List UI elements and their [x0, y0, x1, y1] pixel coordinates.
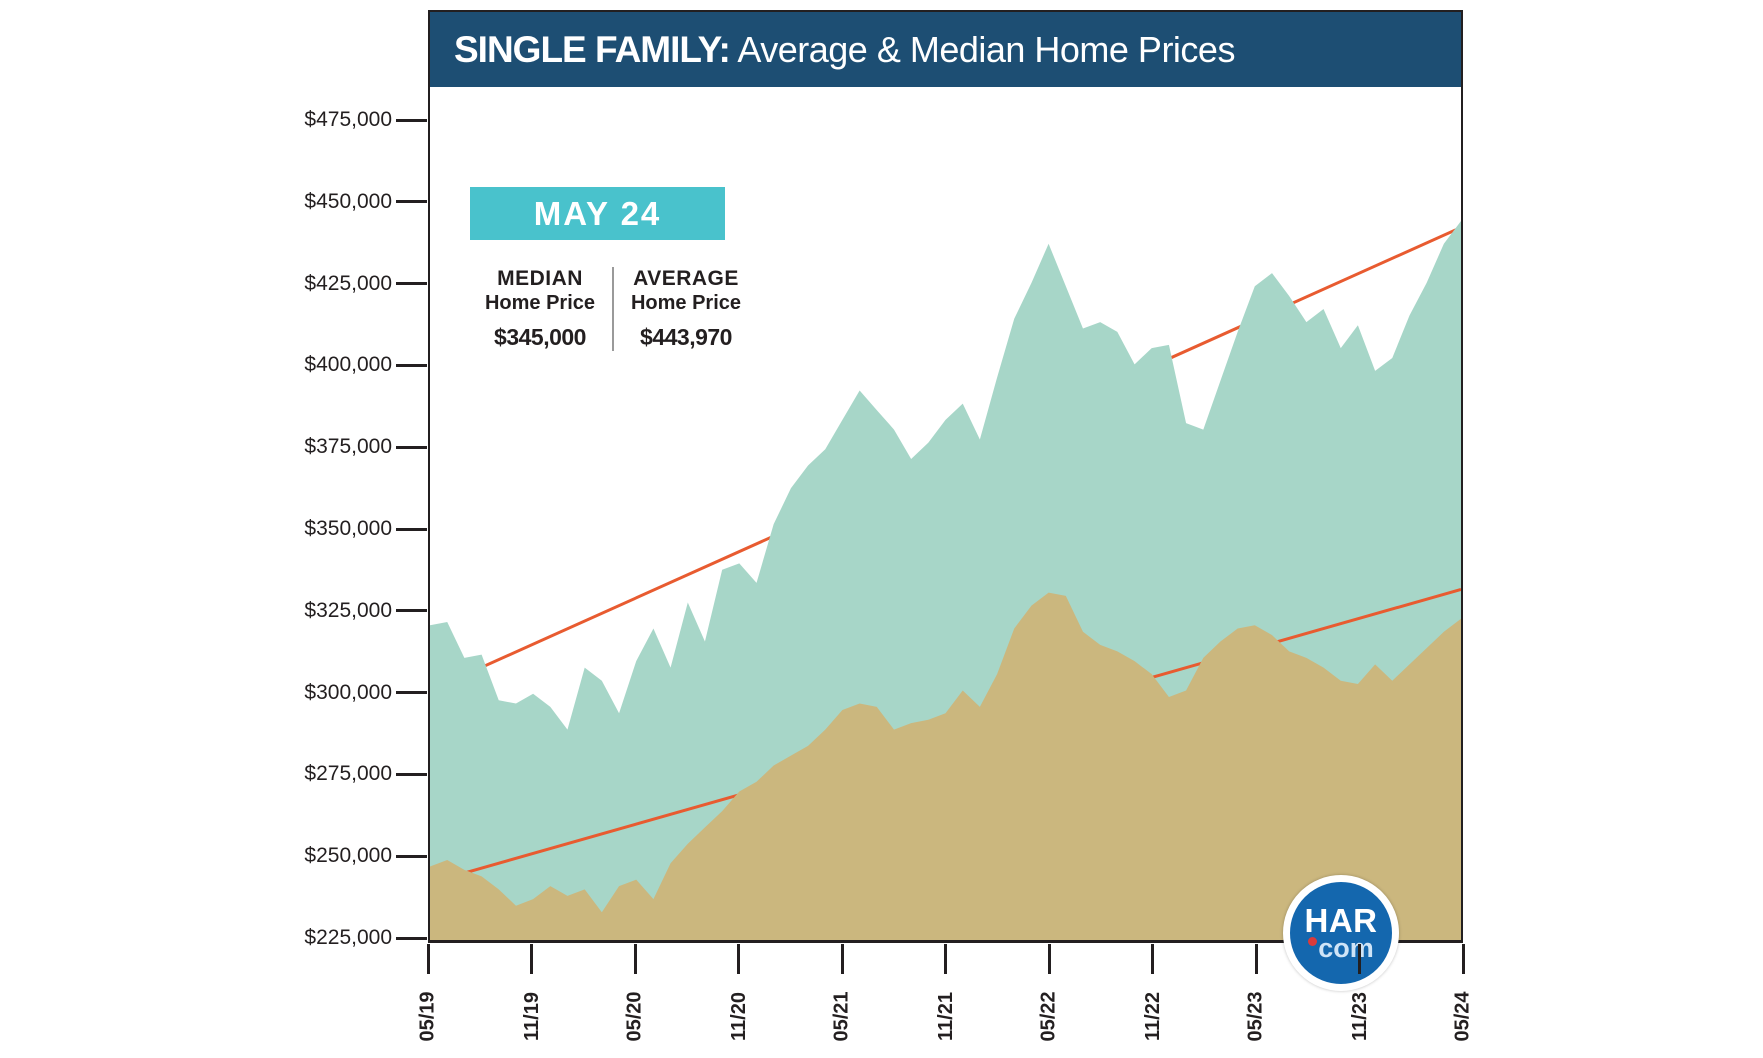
- median-stat: MEDIAN Home Price $345,000: [469, 267, 611, 351]
- y-axis-tick: [396, 528, 427, 531]
- median-stat-name: MEDIAN: [497, 267, 583, 290]
- y-axis-tick: [396, 282, 427, 285]
- x-axis-tick: [737, 944, 740, 974]
- y-axis-tick: [396, 937, 427, 940]
- y-axis-tick: [396, 855, 427, 858]
- har-com-logo: HAR com: [1283, 875, 1399, 991]
- plot-area: MAY 24 MEDIAN Home Price $345,000 AVERAG…: [430, 87, 1461, 991]
- x-axis-label: 05/23: [1244, 990, 1267, 1042]
- y-axis-tick: [396, 200, 427, 203]
- y-axis-tick: [396, 364, 427, 367]
- x-axis-label: 11/19: [520, 991, 543, 1041]
- x-axis-tick: [1462, 944, 1465, 974]
- chart-title-bar: SINGLE FAMILY: Average & Median Home Pri…: [430, 12, 1461, 87]
- chart-title-rest: Average & Median Home Prices: [729, 28, 1235, 70]
- median-stat-sub: Home Price: [484, 292, 596, 314]
- x-axis-tick: [634, 944, 637, 974]
- y-axis-label: $350,000: [304, 517, 392, 540]
- y-axis-tick: [396, 691, 427, 694]
- y-axis-label: $450,000: [304, 190, 392, 213]
- y-axis-label: $400,000: [304, 353, 392, 376]
- x-axis-tick: [1048, 944, 1051, 974]
- median-stat-value: $345,000: [494, 324, 586, 350]
- price-chart-figure: SINGLE FAMILY: Average & Median Home Pri…: [428, 10, 1463, 991]
- logo-com-text: com: [1308, 935, 1374, 962]
- x-axis-label: 11/23: [1348, 991, 1371, 1041]
- y-axis-label: $425,000: [304, 272, 392, 295]
- x-axis-label: 05/22: [1037, 990, 1060, 1042]
- y-axis-label: $300,000: [304, 681, 392, 704]
- y-axis-label: $325,000: [304, 599, 392, 622]
- x-axis-label: 05/20: [623, 990, 646, 1042]
- x-axis-tick: [530, 944, 533, 974]
- logo-har-text: HAR: [1304, 902, 1378, 939]
- y-axis-tick: [396, 609, 427, 612]
- y-axis-tick: [396, 446, 427, 449]
- stats-panel: MEDIAN Home Price $345,000 AVERAGE Home …: [469, 267, 757, 351]
- x-axis-label: 11/22: [1141, 991, 1164, 1041]
- chart-title-bold: SINGLE FAMILY:: [454, 28, 731, 70]
- y-axis-label: $275,000: [304, 762, 392, 785]
- x-axis-tick: [1255, 944, 1258, 974]
- x-axis-label: 11/20: [727, 991, 750, 1041]
- y-axis-label: $475,000: [304, 108, 392, 131]
- y-axis-label: $225,000: [304, 926, 392, 949]
- x-axis-label: 05/19: [416, 990, 439, 1042]
- period-badge: MAY 24: [470, 187, 725, 240]
- period-badge-label: MAY 24: [533, 194, 662, 232]
- x-axis-label: 05/24: [1451, 990, 1474, 1042]
- x-axis-label: 05/21: [830, 990, 853, 1042]
- y-axis-tick: [396, 773, 427, 776]
- x-axis-tick: [1358, 944, 1361, 974]
- stats-divider: [612, 267, 614, 351]
- price-area-chart: [430, 221, 1461, 940]
- x-axis-tick: [944, 944, 947, 974]
- x-axis-label: 11/21: [934, 991, 957, 1041]
- y-axis-tick: [396, 119, 427, 122]
- y-axis-label: $250,000: [304, 844, 392, 867]
- average-stat: AVERAGE Home Price $443,970: [615, 267, 757, 351]
- average-stat-name: AVERAGE: [633, 267, 739, 290]
- average-stat-value: $443,970: [640, 324, 732, 350]
- x-axis-tick: [427, 944, 430, 974]
- logo-red-dot-icon: [1308, 936, 1318, 946]
- x-axis-tick: [1151, 944, 1154, 974]
- average-stat-sub: Home Price: [630, 292, 742, 314]
- x-axis-tick: [841, 944, 844, 974]
- y-axis-label: $375,000: [304, 435, 392, 458]
